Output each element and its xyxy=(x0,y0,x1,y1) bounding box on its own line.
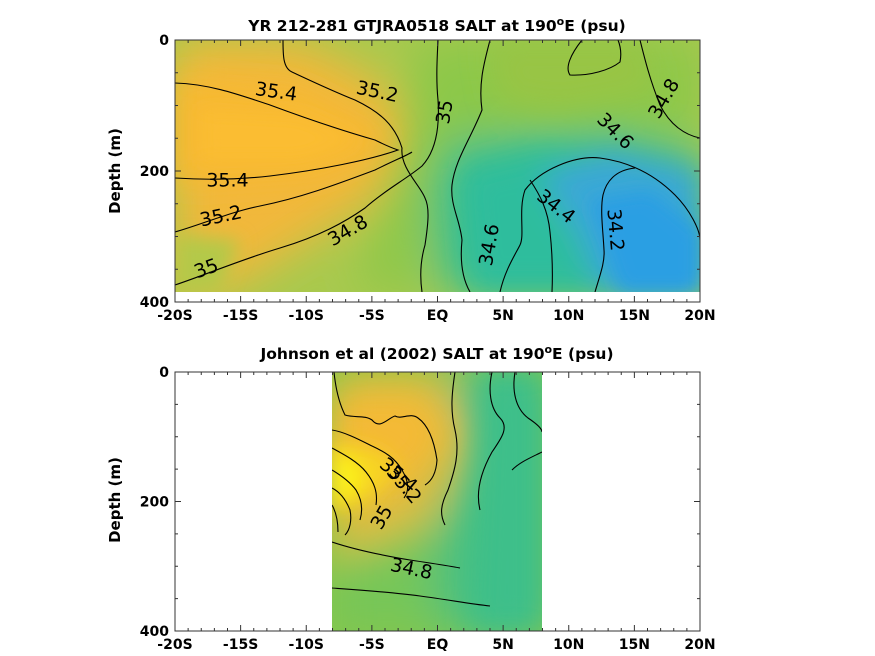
top-x-tick-label: 15N xyxy=(619,308,650,324)
top-x-tick-label: -15S xyxy=(223,308,258,324)
top-x-tick-label: -10S xyxy=(289,308,324,324)
top-x-tick-label: -20S xyxy=(157,308,192,324)
top-x-tick-label: 5N xyxy=(492,308,513,324)
bottom-y-tick-label: 400 xyxy=(140,624,169,640)
bottom-x-tick-label: -5S xyxy=(359,637,385,653)
bottom-x-tick-label: 10N xyxy=(553,637,584,653)
top-x-tick-label: 20N xyxy=(684,308,715,324)
bottom-salinity-field xyxy=(332,372,542,631)
top-x-tick-label: 10N xyxy=(553,308,584,324)
bottom-x-tick-label: 20N xyxy=(684,637,715,653)
bottom-x-tick-label: 5N xyxy=(492,637,513,653)
top-y-tick-label: 400 xyxy=(140,295,169,311)
top-x-tick-label: EQ xyxy=(427,308,449,324)
top-axis-ticks: -20S -15S -10S -5S EQ 5N 10N 15N 20N 0 200 400 xyxy=(140,33,716,324)
top-y-tick-label: 200 xyxy=(140,164,169,180)
bottom-x-tick-label: -20S xyxy=(157,637,192,653)
top-contours xyxy=(175,40,700,292)
bottom-x-tick-label: -15S xyxy=(223,637,258,653)
top-contour-label: 34.2 xyxy=(602,208,628,252)
top-panel: YR 212-281 GTJRA0518 SALT at 190oE (psu) xyxy=(106,15,716,324)
bottom-panel: Johnson et al (2002) SALT at 190oE (psu) xyxy=(106,343,716,653)
bottom-axis-ticks: -20S -15S -10S -5S EQ 5N 10N 15N 20N 0 200 400 xyxy=(140,365,716,653)
top-chart-title: YR 212-281 GTJRA0518 SALT at 190oE (psu) xyxy=(247,15,626,35)
top-y-axis-label: Depth (m) xyxy=(106,128,124,214)
bottom-y-axis-label: Depth (m) xyxy=(106,457,124,543)
bottom-chart-title: Johnson et al (2002) SALT at 190oE (psu) xyxy=(259,343,613,363)
top-contour-label: 35.4 xyxy=(206,169,248,191)
bottom-y-tick-label: 200 xyxy=(140,495,169,511)
bottom-x-tick-label: 15N xyxy=(619,637,650,653)
bottom-y-tick-label: 0 xyxy=(159,365,169,381)
bottom-contours xyxy=(332,372,542,607)
bottom-x-tick-label: -10S xyxy=(289,637,324,653)
top-x-tick-label: -5S xyxy=(359,308,385,324)
top-y-tick-label: 0 xyxy=(159,33,169,49)
bottom-x-tick-label: EQ xyxy=(427,637,449,653)
top-contour-label: 35 xyxy=(432,98,458,126)
